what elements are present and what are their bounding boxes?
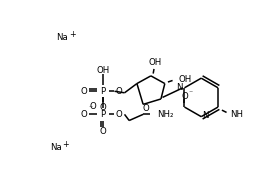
Text: P: P — [100, 87, 105, 96]
Text: ⁻: ⁻ — [188, 89, 193, 98]
Text: Na: Na — [50, 143, 62, 152]
Text: O: O — [181, 92, 188, 101]
Text: Na: Na — [56, 33, 68, 42]
Text: O: O — [99, 103, 106, 112]
Text: +: + — [63, 140, 69, 149]
Text: NH: NH — [230, 110, 243, 119]
Text: OH: OH — [96, 66, 109, 75]
Text: OH: OH — [179, 75, 192, 84]
Text: O: O — [80, 87, 87, 96]
Text: NH₂: NH₂ — [157, 110, 174, 119]
Text: OH: OH — [148, 58, 161, 67]
Text: O: O — [99, 127, 106, 136]
Text: O: O — [80, 110, 87, 119]
Text: O: O — [116, 87, 122, 96]
Text: P: P — [100, 110, 105, 119]
Text: ⁻: ⁻ — [88, 104, 93, 113]
Text: N: N — [176, 83, 182, 92]
Text: O: O — [89, 102, 96, 111]
Text: O: O — [116, 110, 122, 119]
Text: N: N — [202, 111, 209, 120]
Text: +: + — [69, 30, 75, 39]
Text: O: O — [142, 104, 149, 113]
